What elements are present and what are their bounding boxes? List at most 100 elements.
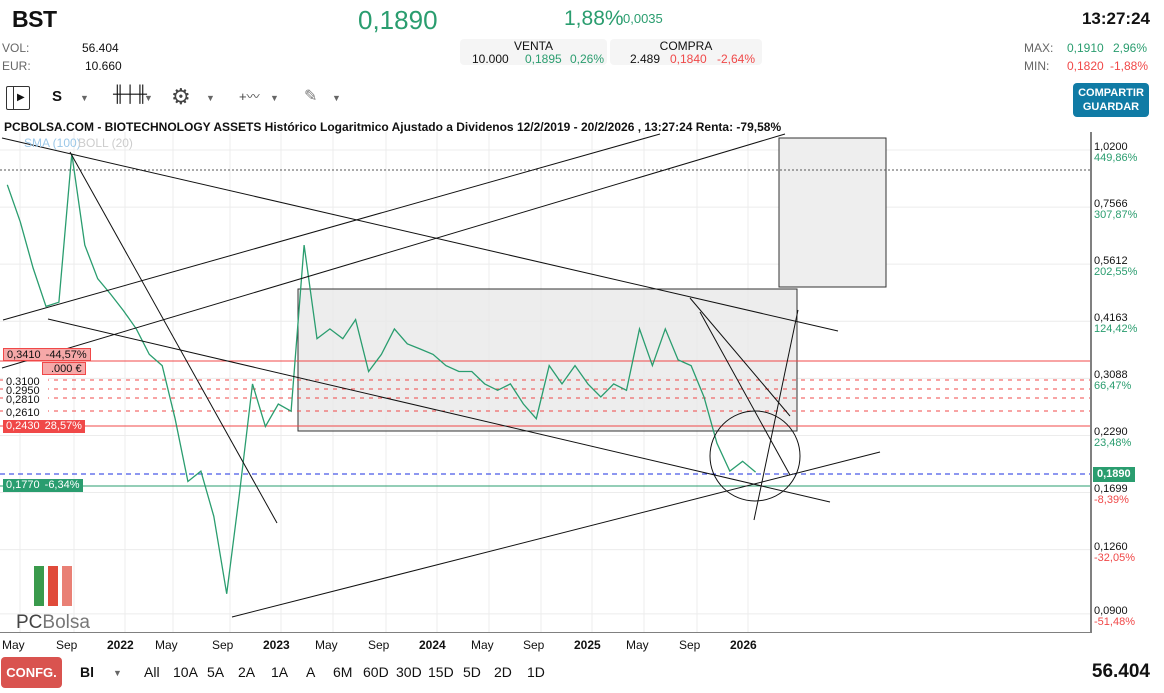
level-pct: .000 € xyxy=(51,363,82,375)
x-tick: Sep xyxy=(368,638,390,652)
x-tick: May xyxy=(2,638,25,652)
y-tick-value: 0,0900 xyxy=(1094,604,1128,617)
chevron-down-icon[interactable]: ▼ xyxy=(80,93,89,103)
circle-drawing xyxy=(709,410,801,502)
compra-qty: 2.489 xyxy=(630,52,661,66)
y-tick-pct: 23,48% xyxy=(1094,437,1132,450)
range-all[interactable]: All xyxy=(144,664,160,680)
sma-legend: SMA (100) xyxy=(24,136,81,150)
level-pct: -6,34% xyxy=(44,479,80,491)
chevron-down-icon[interactable]: ▼ xyxy=(270,93,279,103)
x-tick: May xyxy=(471,638,494,652)
y-tick: 0,3088 66,47% xyxy=(1094,370,1131,392)
range-15d[interactable]: 15D xyxy=(428,664,454,680)
y-tick-value: 0,3088 xyxy=(1094,369,1128,382)
eur-value: 10.660 xyxy=(85,59,122,73)
current-price-tag: 0,1890 xyxy=(1093,467,1135,482)
y-tick-value: 0,1699 xyxy=(1094,483,1128,496)
trendline xyxy=(69,151,278,524)
price-level-label[interactable]: 0,2810 xyxy=(3,394,48,407)
price-level-label[interactable]: 0,2610 xyxy=(3,407,48,420)
compra-pct: -2,64% xyxy=(717,52,756,66)
range-30d[interactable]: 30D xyxy=(396,664,422,680)
range-2a[interactable]: 2A xyxy=(238,664,256,680)
time: 13:27:24 xyxy=(1081,9,1150,28)
range-6m[interactable]: 6M xyxy=(333,664,353,680)
price-level-label[interactable]: 0,2430 28,57% xyxy=(3,420,85,433)
min-label: MIN: xyxy=(1024,59,1050,73)
last-price: 0,1890 xyxy=(358,5,438,35)
range-2d[interactable]: 2D xyxy=(494,664,512,680)
compra-price: 0,1840 xyxy=(670,52,707,66)
venta-qty: 10.000 xyxy=(472,52,509,66)
eur-label: EUR: xyxy=(2,59,31,73)
trendline xyxy=(1,137,839,332)
price-level-label[interactable]: 0,1770 -6,34% xyxy=(3,479,83,492)
trendline xyxy=(47,318,831,503)
trendline xyxy=(2,133,661,321)
max-label: MAX: xyxy=(1024,41,1054,55)
share-save-button[interactable]: COMPARTIR GUARDAR xyxy=(1073,83,1149,117)
y-tick-pct: 449,86% xyxy=(1094,152,1138,164)
y-tick-pct: 124,42% xyxy=(1094,323,1138,336)
range-5a[interactable]: 5A xyxy=(207,664,225,680)
price-level-label[interactable]: .000 € xyxy=(42,362,86,375)
x-tick: Sep xyxy=(523,638,545,652)
sidebar-toggle-button[interactable]: ▶ xyxy=(6,86,30,110)
level-price: 0,2430 xyxy=(6,420,40,432)
max-pct: 2,96% xyxy=(1113,41,1148,55)
chevron-down-icon[interactable]: ▼ xyxy=(332,93,341,103)
range-a[interactable]: A xyxy=(306,664,316,680)
price-line xyxy=(6,153,757,594)
y-tick-pct: 307,87% xyxy=(1094,209,1138,222)
y-tick-value: 1,0200 xyxy=(1094,141,1128,153)
level-price: 0,2810 xyxy=(6,394,40,406)
range-1a[interactable]: 1A xyxy=(271,664,289,680)
pencil-icon[interactable]: ✎ xyxy=(304,88,318,105)
range-60d[interactable]: 60D xyxy=(363,664,389,680)
trendline xyxy=(753,309,799,521)
price-level-label[interactable]: 0,3410 -44,57% xyxy=(3,348,91,361)
chevron-down-icon[interactable]: ▼ xyxy=(113,668,122,678)
save-label: GUARDAR xyxy=(1082,101,1140,113)
min-value: 0,1820 xyxy=(1067,59,1104,73)
candlestick-icon[interactable]: ╫┼╫ xyxy=(113,86,148,103)
min-pct: -1,88% xyxy=(1110,59,1149,73)
vol-value: 56.404 xyxy=(82,41,119,55)
trendlines xyxy=(1,133,881,618)
chevron-down-icon[interactable]: ▼ xyxy=(144,93,153,103)
y-tick-value: 0,1260 xyxy=(1094,540,1128,553)
x-tick: Sep xyxy=(212,638,234,652)
gear-icon[interactable]: ⚙ xyxy=(171,84,191,109)
level-pct: -44,57% xyxy=(45,349,87,361)
scale-button[interactable]: S xyxy=(52,88,63,105)
venta-price: 0,1895 xyxy=(525,52,562,66)
level-price: 0,1770 xyxy=(6,479,40,491)
level-price: 0,3410 xyxy=(7,349,41,361)
x-tick: May xyxy=(155,638,178,652)
change-value: 0,0035 xyxy=(623,11,663,26)
trendline xyxy=(231,451,881,618)
range-box-drawing[interactable] xyxy=(297,288,798,432)
compra-box: COMPRA 2.489 0,1840 -2,64% xyxy=(610,39,762,66)
add-indicator-icon[interactable]: +〰 xyxy=(239,89,260,104)
y-tick-value: 0,4163 xyxy=(1094,312,1128,325)
range-5d[interactable]: 5D xyxy=(463,664,481,680)
trendline xyxy=(699,311,791,476)
boll-legend: BOLL (20) xyxy=(78,136,133,150)
y-tick-pct: -51,48% xyxy=(1094,615,1135,628)
x-tick: 2025 xyxy=(574,638,601,652)
range-1d[interactable]: 1D xyxy=(527,664,545,680)
chevron-down-icon[interactable]: ▼ xyxy=(206,93,215,103)
range-10a[interactable]: 10A xyxy=(173,664,198,680)
y-tick-pct: 202,55% xyxy=(1094,266,1138,279)
y-tick-pct: -8,39% xyxy=(1094,494,1129,507)
compra-label: COMPRA xyxy=(659,39,713,53)
pcbolsa-logo: PCBolsa xyxy=(14,563,90,633)
config-button[interactable]: CONFG. xyxy=(1,657,62,688)
chart-title: PCBOLSA.COM - BIOTECHNOLOGY ASSETS Histó… xyxy=(4,120,782,134)
mode-select[interactable]: Bl xyxy=(80,664,94,680)
rectangle-drawing[interactable] xyxy=(778,137,887,288)
trendline xyxy=(1,133,786,369)
